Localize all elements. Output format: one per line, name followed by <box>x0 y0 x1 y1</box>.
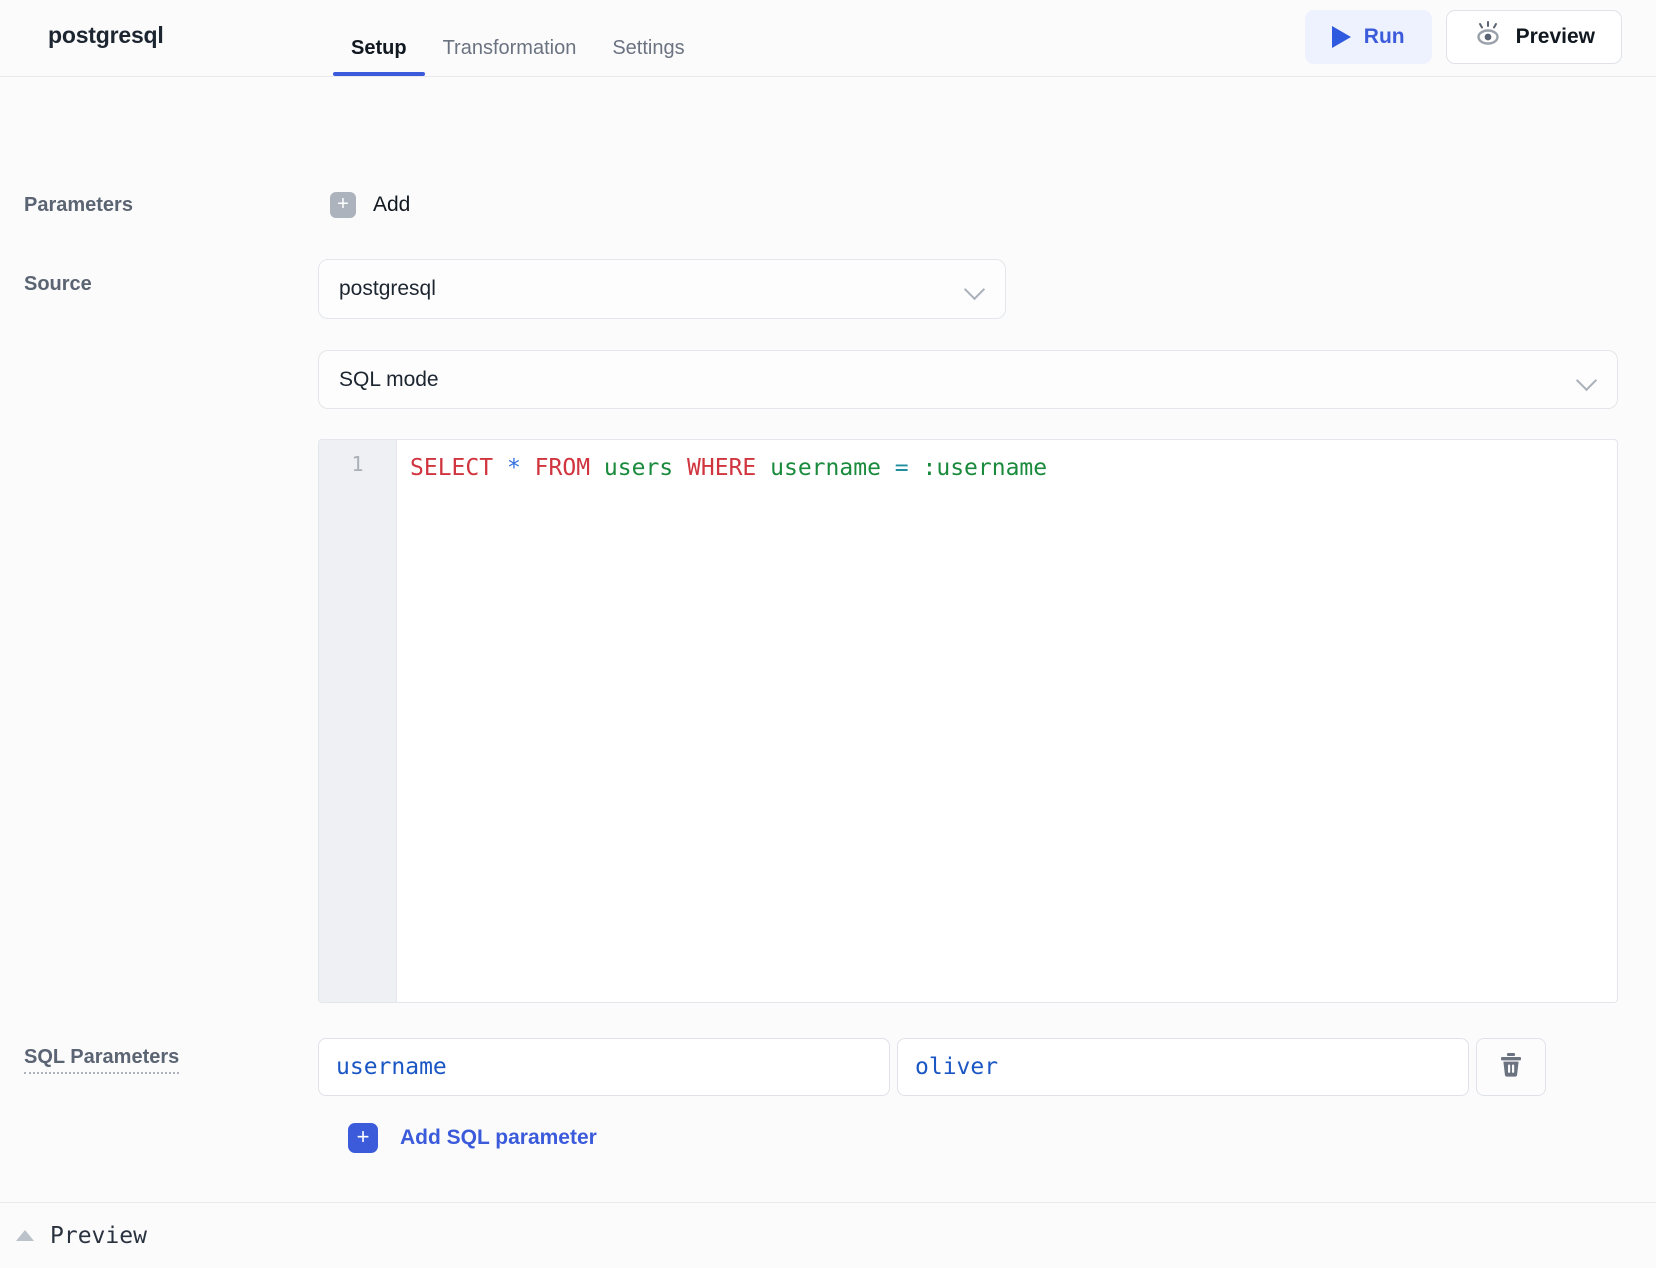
tab-bar: Setup Transformation Settings <box>333 0 703 76</box>
source-label: Source <box>24 273 92 295</box>
tab-settings[interactable]: Settings <box>612 37 685 59</box>
tab-setup[interactable]: Setup <box>333 38 425 76</box>
add-parameter-control[interactable]: + Add <box>330 192 410 218</box>
sql-parameter-key-input[interactable]: username <box>318 1038 890 1096</box>
sql-mode-select-value: SQL mode <box>339 367 439 391</box>
preview-panel-toggle[interactable]: Preview <box>0 1202 1656 1268</box>
run-button[interactable]: Run <box>1304 10 1432 64</box>
run-button-label: Run <box>1363 25 1405 48</box>
chevron-down-icon <box>1577 370 1597 390</box>
triangle-up-icon <box>16 1230 34 1241</box>
chevron-down-icon <box>965 279 985 299</box>
editor-code-area[interactable]: SELECT * FROM users WHERE username = :us… <box>397 440 1617 1002</box>
eye-icon <box>1473 21 1503 53</box>
sql-mode-select[interactable]: SQL mode <box>318 350 1618 409</box>
code-line-1: SELECT * FROM users WHERE username = :us… <box>410 455 1048 481</box>
add-sql-parameter-label: Add SQL parameter <box>400 1126 597 1149</box>
add-sql-parameter-button[interactable]: + Add SQL parameter <box>348 1123 597 1153</box>
sql-code-editor[interactable]: 1 SELECT * FROM users WHERE username = :… <box>318 439 1618 1003</box>
plus-square-icon[interactable]: + <box>348 1123 378 1153</box>
node-header: postgresql Setup Transformation Settings… <box>0 0 1656 77</box>
line-number: 1 <box>351 452 364 476</box>
sql-parameter-row: username oliver <box>318 1038 1546 1096</box>
delete-sql-parameter-button[interactable] <box>1476 1038 1546 1096</box>
parameters-label: Parameters <box>24 194 133 216</box>
page-title: postgresql <box>48 22 164 48</box>
preview-panel-label: Preview <box>50 1222 147 1249</box>
editor-gutter: 1 <box>319 440 397 1002</box>
sql-parameters-label: SQL Parameters <box>24 1046 180 1074</box>
sql-parameter-value-input[interactable]: oliver <box>897 1038 1469 1096</box>
preview-button-label: Preview <box>1515 25 1595 48</box>
trash-icon <box>1498 1051 1524 1084</box>
source-select[interactable]: postgresql <box>318 259 1006 319</box>
add-parameter-label: Add <box>373 193 411 216</box>
header-actions: Run Preview <box>1304 10 1622 64</box>
source-select-value: postgresql <box>339 277 436 300</box>
preview-button[interactable]: Preview <box>1445 10 1622 64</box>
play-icon <box>1331 26 1351 48</box>
tab-transformation[interactable]: Transformation <box>442 37 577 59</box>
setup-panel: Parameters + Add Source postgresql SQL m… <box>0 77 1656 1268</box>
plus-square-icon[interactable]: + <box>330 192 356 218</box>
